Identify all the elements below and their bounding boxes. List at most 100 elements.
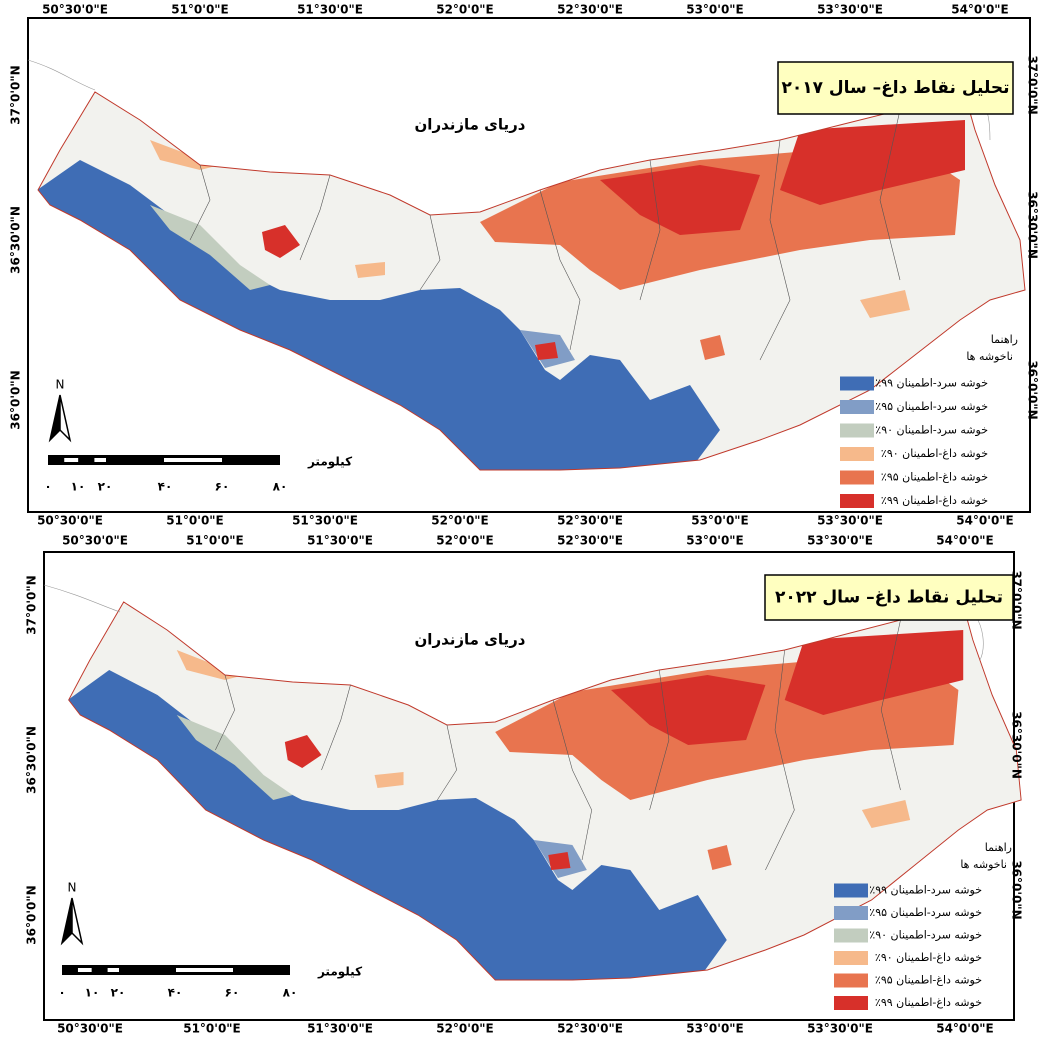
lon-label: 51°30'0"E xyxy=(292,514,358,528)
map-title: تحلیل نقاط داغ– سال ۲۰۱۷ xyxy=(781,78,1009,98)
lon-label: 53°0'0"E xyxy=(686,3,744,17)
lon-label: 50°30'0"E xyxy=(57,1022,123,1036)
scale-tick: ۲۰ xyxy=(111,986,126,1000)
lon-label: 54°0'0"E xyxy=(936,534,994,548)
legend-swatch xyxy=(834,906,868,920)
lon-label: 52°30'0"E xyxy=(557,534,623,548)
lon-label: 53°30'0"E xyxy=(807,534,873,548)
legend-label: خوشه سرد-اطمینان ۹۰٪ xyxy=(869,929,982,942)
legend-swatch xyxy=(834,996,868,1010)
scale-tick: ۱۰ xyxy=(71,480,86,494)
lon-label: 54°0'0"E xyxy=(956,514,1014,528)
lon-label: 51°0'0"E xyxy=(166,514,224,528)
north-label: N xyxy=(68,881,77,895)
lon-label: 51°0'0"E xyxy=(171,3,229,17)
lat-label: 37°0'0"N xyxy=(1026,55,1039,114)
lon-label: 54°0'0"E xyxy=(936,1022,994,1036)
sea-label: دریای مازندران xyxy=(415,631,526,649)
lon-label: 52°0'0"E xyxy=(436,1022,494,1036)
north-arrow-fill xyxy=(62,898,72,943)
legend-swatch xyxy=(834,973,868,988)
scale-unit: کیلومتر xyxy=(307,455,352,470)
scale-bar-segment xyxy=(107,968,119,972)
lat-label: 36°30'0"N xyxy=(25,726,39,794)
legend-swatch xyxy=(840,376,874,391)
scale-tick: ۸۰ xyxy=(273,480,288,494)
lat-label: 36°0'0"N xyxy=(9,370,23,429)
lon-label: 53°30'0"E xyxy=(817,514,883,528)
legend-swatch xyxy=(834,883,868,898)
legend-swatch xyxy=(834,951,868,965)
legend-label: خوشه داغ-اطمینان ۹۵٪ xyxy=(881,471,988,484)
lon-label: 50°30'0"E xyxy=(42,3,108,17)
legend-label: ناخوشه ها xyxy=(960,858,1007,871)
legend-label: خوشه داغ-اطمینان ۹۵٪ xyxy=(875,974,982,987)
lon-label: 53°0'0"E xyxy=(686,534,744,548)
legend-title: راهنما xyxy=(985,841,1012,854)
lon-label: 53°0'0"E xyxy=(686,1022,744,1036)
lon-label: 53°30'0"E xyxy=(807,1022,873,1036)
scale-tick: ۴۰ xyxy=(168,986,183,1000)
legend-swatch xyxy=(840,470,874,485)
lat-label: 36°0'0"N xyxy=(25,885,39,944)
north-label: N xyxy=(56,378,65,392)
lat-label: 36°30'0"N xyxy=(1026,191,1039,259)
lon-label: 52°0'0"E xyxy=(431,514,489,528)
scale-bar-segment xyxy=(164,458,222,462)
scale-tick: ۶۰ xyxy=(225,986,240,1000)
legend-title: راهنما xyxy=(991,333,1018,346)
legend-label: خوشه داغ-اطمینان ۹۹٪ xyxy=(875,996,982,1009)
scale-tick: ۰ xyxy=(44,480,51,494)
legend-label: خوشه سرد-اطمینان ۹۹٪ xyxy=(869,884,982,897)
lon-label: 52°0'0"E xyxy=(436,3,494,17)
scale-tick: ۱۰ xyxy=(85,986,100,1000)
legend-swatch xyxy=(840,494,874,508)
lon-label: 51°30'0"E xyxy=(307,1022,373,1036)
lon-label: 51°0'0"E xyxy=(186,534,244,548)
lat-label: 36°30'0"N xyxy=(9,206,23,274)
legend-label: خوشه داغ-اطمینان ۹۹٪ xyxy=(881,494,988,507)
legend-swatch xyxy=(834,928,868,943)
lon-label: 51°0'0"E xyxy=(183,1022,241,1036)
map-title: تحلیل نقاط داغ– سال ۲۰۲۲ xyxy=(775,588,1003,608)
scale-tick: ۲۰ xyxy=(98,480,113,494)
lat-label: 37°0'0"N xyxy=(25,575,39,634)
legend-swatch xyxy=(840,447,874,461)
legend-label: ناخوشه ها xyxy=(966,350,1013,363)
legend-label: خوشه سرد-اطمینان ۹۰٪ xyxy=(875,424,988,437)
legend-label: خوشه داغ-اطمینان ۹۰٪ xyxy=(875,951,982,964)
lon-label: 51°30'0"E xyxy=(307,534,373,548)
legend-label: خوشه سرد-اطمینان ۹۵٪ xyxy=(875,400,988,413)
lon-label: 54°0'0"E xyxy=(951,3,1009,17)
scale-bar-segment xyxy=(64,458,79,462)
north-arrow-fill xyxy=(50,395,60,440)
title-box xyxy=(764,574,1014,621)
scale-tick: ۴۰ xyxy=(158,480,173,494)
lon-label: 53°30'0"E xyxy=(817,3,883,17)
scale-tick: ۸۰ xyxy=(283,986,298,1000)
scale-unit: کیلومتر xyxy=(317,965,362,980)
lat-label: 36°0'0"N xyxy=(1010,860,1024,919)
lon-label: 53°0'0"E xyxy=(691,514,749,528)
lon-label: 52°30'0"E xyxy=(557,3,623,17)
title-box xyxy=(777,61,1014,115)
lat-label: 36°30'0"N xyxy=(1010,711,1024,779)
lat-label: 36°0'0"N xyxy=(1026,360,1039,419)
legend-swatch xyxy=(840,400,874,414)
lon-label: 50°30'0"E xyxy=(62,534,128,548)
sea-label: دریای مازندران xyxy=(415,116,526,134)
legend-swatch xyxy=(840,423,874,438)
scale-tick: ۶۰ xyxy=(215,480,230,494)
lon-label: 52°0'0"E xyxy=(436,534,494,548)
scale-bar-segment xyxy=(77,968,92,972)
lon-label: 50°30'0"E xyxy=(37,514,103,528)
lon-label: 52°30'0"E xyxy=(557,1022,623,1036)
scale-bar-segment xyxy=(94,458,106,462)
lon-label: 51°30'0"E xyxy=(297,3,363,17)
legend-label: خوشه سرد-اطمینان ۹۵٪ xyxy=(869,906,982,919)
lon-label: 52°30'0"E xyxy=(557,514,623,528)
scale-tick: ۰ xyxy=(58,986,65,1000)
legend-label: خوشه سرد-اطمینان ۹۹٪ xyxy=(875,377,988,390)
lat-label: 37°0'0"N xyxy=(9,65,23,124)
